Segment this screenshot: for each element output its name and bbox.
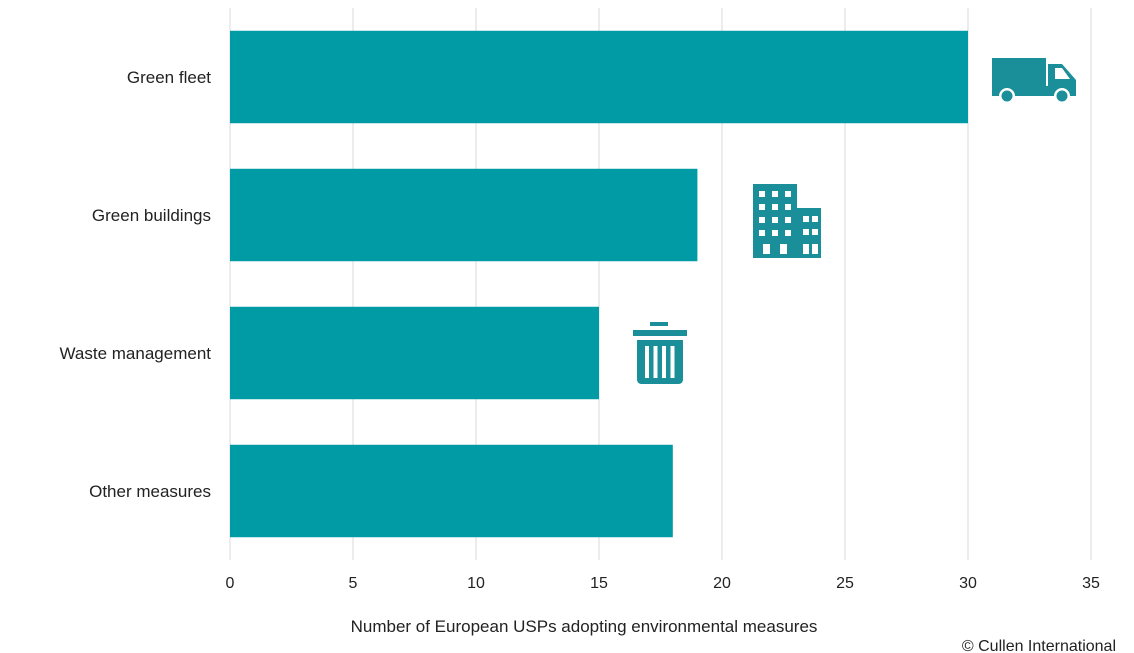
x-tick-label: 10 <box>467 575 485 592</box>
category-label: Waste management <box>60 344 212 363</box>
bar-green-buildings <box>230 168 698 262</box>
x-tick-label: 5 <box>349 575 358 592</box>
category-labels: Green fleet Green buildings Waste manageme… <box>60 68 212 501</box>
x-tick-label: 0 <box>226 575 235 592</box>
truck-icon <box>992 58 1076 104</box>
category-label: Other measures <box>89 482 211 501</box>
x-tick-label: 20 <box>713 575 731 592</box>
category-label: Green fleet <box>127 68 211 87</box>
x-tick-label: 15 <box>590 575 608 592</box>
category-label: Green buildings <box>92 206 211 225</box>
x-tick-label: 25 <box>836 575 854 592</box>
x-axis-title: Number of European USPs adopting environ… <box>351 617 818 636</box>
bars <box>230 30 968 538</box>
bar-other-measures <box>230 444 673 538</box>
x-tick-labels: 0 5 10 15 20 25 30 35 <box>226 575 1100 592</box>
x-tick-label: 35 <box>1082 575 1100 592</box>
x-tick-label: 30 <box>959 575 977 592</box>
bar-green-fleet <box>230 30 968 124</box>
bar-waste-management <box>230 306 599 400</box>
copyright-credit: © Cullen International <box>962 638 1116 653</box>
trash-bin-icon <box>633 322 687 384</box>
building-icon <box>753 184 821 258</box>
